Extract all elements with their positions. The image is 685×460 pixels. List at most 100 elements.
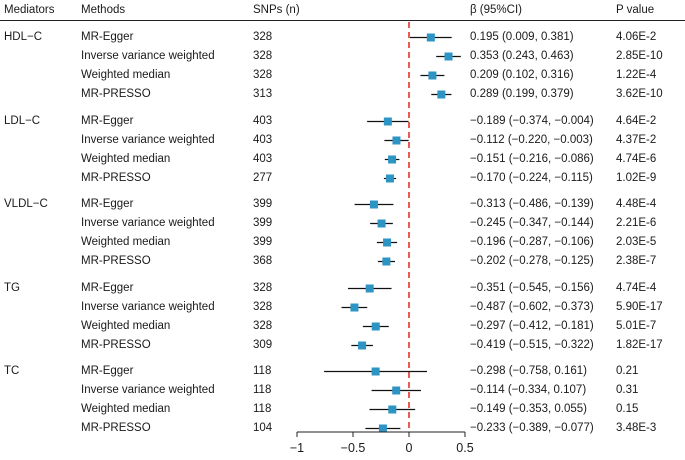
p-value: 3.62E-10: [616, 88, 663, 100]
p-value: 0.21: [616, 365, 639, 377]
p-value: 2.38E-7: [616, 255, 657, 267]
header-rule: [0, 20, 685, 21]
estimate-marker: [371, 322, 380, 331]
snps-value: 328: [253, 301, 273, 313]
estimate-marker: [388, 155, 397, 164]
mediator-label: VLDL−C: [4, 198, 48, 210]
estimate-marker: [377, 219, 386, 228]
x-tick-label: 0: [406, 441, 413, 455]
header-methods: Methods: [81, 4, 126, 16]
p-value: 2.03E-5: [616, 236, 657, 248]
estimate-marker: [392, 136, 401, 145]
mediator-label: TC: [4, 365, 20, 377]
snps-value: 368: [253, 255, 273, 267]
p-value: 4.06E-2: [616, 31, 657, 43]
p-value: 4.64E-2: [616, 115, 657, 127]
beta-ci-value: −0.170 (−0.224, −0.115): [470, 172, 593, 184]
p-value: 4.48E-4: [616, 198, 657, 210]
x-tick-label: −1: [290, 441, 304, 455]
estimate-marker: [385, 174, 394, 183]
method-label: Weighted median: [81, 153, 171, 165]
estimate-marker: [378, 424, 387, 433]
mediator-label: LDL−C: [4, 115, 41, 127]
beta-ci-value: 0.195 (0.009, 0.381): [470, 31, 574, 43]
estimate-marker: [388, 405, 397, 414]
beta-ci-value: −0.149 (−0.353, 0.055): [470, 403, 588, 415]
method-label: MR-Egger: [81, 115, 134, 127]
method-label: Inverse variance weighted: [81, 50, 215, 62]
method-label: MR-PRESSO: [81, 172, 151, 184]
method-label: MR-Egger: [81, 198, 134, 210]
p-value: 2.85E-10: [616, 50, 663, 62]
snps-value: 277: [253, 172, 273, 184]
estimate-marker: [383, 117, 392, 126]
snps-value: 328: [253, 31, 273, 43]
estimate-marker: [350, 303, 359, 312]
snps-value: 403: [253, 134, 273, 146]
method-label: Inverse variance weighted: [81, 134, 215, 146]
beta-ci-value: −0.189 (−0.374, −0.004): [470, 115, 594, 127]
beta-ci-value: −0.298 (−0.758, 0.161): [470, 365, 588, 377]
method-label: MR-PRESSO: [81, 339, 151, 351]
header-pvalue: P value: [616, 4, 655, 16]
snps-value: 399: [253, 198, 273, 210]
estimate-marker: [383, 238, 392, 247]
estimate-marker: [369, 200, 378, 209]
method-label: Weighted median: [81, 69, 171, 81]
estimate-marker: [371, 367, 380, 376]
estimate-marker: [428, 71, 437, 80]
snps-value: 328: [253, 69, 273, 81]
beta-ci-value: −0.487 (−0.602, −0.373): [470, 301, 594, 313]
method-label: Weighted median: [81, 403, 171, 415]
snps-value: 399: [253, 236, 273, 248]
x-tick-label: 0.5: [456, 441, 473, 455]
mediator-label: TG: [4, 282, 20, 294]
snps-value: 403: [253, 115, 273, 127]
snps-value: 313: [253, 88, 273, 100]
method-label: Weighted median: [81, 320, 171, 332]
beta-ci-value: 0.289 (0.199, 0.379): [470, 88, 574, 100]
snps-value: 104: [253, 422, 273, 434]
header-mediators: Mediators: [4, 4, 55, 16]
p-value: 1.82E-17: [616, 339, 663, 351]
header-snps: SNPs (n): [253, 4, 300, 16]
beta-ci-value: −0.297 (−0.412, −0.181): [470, 320, 594, 332]
p-value: 1.22E-4: [616, 69, 657, 81]
method-label: MR-Egger: [81, 365, 134, 377]
method-label: MR-PRESSO: [81, 422, 151, 434]
method-label: Inverse variance weighted: [81, 384, 215, 396]
p-value: 4.74E-4: [616, 282, 657, 294]
p-value: 4.74E-6: [616, 153, 657, 165]
snps-value: 118: [253, 384, 272, 396]
beta-ci-value: −0.196 (−0.287, −0.106): [470, 236, 594, 248]
beta-ci-value: 0.353 (0.243, 0.463): [470, 50, 574, 62]
method-label: Inverse variance weighted: [81, 217, 215, 229]
beta-ci-value: −0.419 (−0.515, −0.322): [470, 339, 594, 351]
estimate-marker: [365, 284, 374, 293]
beta-ci-value: −0.245 (−0.347, −0.144): [470, 217, 594, 229]
beta-ci-value: −0.112 (−0.220, −0.003): [470, 134, 593, 146]
method-label: Weighted median: [81, 236, 171, 248]
header-beta: β (95%CI): [470, 4, 522, 16]
method-label: MR-PRESSO: [81, 255, 151, 267]
p-value: 5.01E-7: [616, 320, 657, 332]
p-value: 3.48E-3: [616, 422, 657, 434]
snps-value: 118: [253, 403, 272, 415]
estimate-marker: [358, 341, 367, 350]
p-value: 5.90E-17: [616, 301, 663, 313]
estimate-marker: [437, 90, 446, 99]
beta-ci-value: 0.209 (0.102, 0.316): [470, 69, 574, 81]
snps-value: 403: [253, 153, 273, 165]
p-value: 1.02E-9: [616, 172, 657, 184]
beta-ci-value: −0.351 (−0.545, −0.156): [470, 282, 594, 294]
beta-ci-value: −0.114 (−0.334, 0.107): [470, 384, 587, 396]
estimate-marker: [426, 33, 435, 42]
p-value: 2.21E-6: [616, 217, 657, 229]
snps-value: 328: [253, 320, 273, 332]
snps-value: 399: [253, 217, 273, 229]
estimate-marker: [382, 257, 391, 266]
beta-ci-value: −0.151 (−0.216, −0.086): [470, 153, 594, 165]
p-value: 4.37E-2: [616, 134, 657, 146]
method-label: MR-Egger: [81, 282, 134, 294]
beta-ci-value: −0.233 (−0.389, −0.077): [470, 422, 594, 434]
